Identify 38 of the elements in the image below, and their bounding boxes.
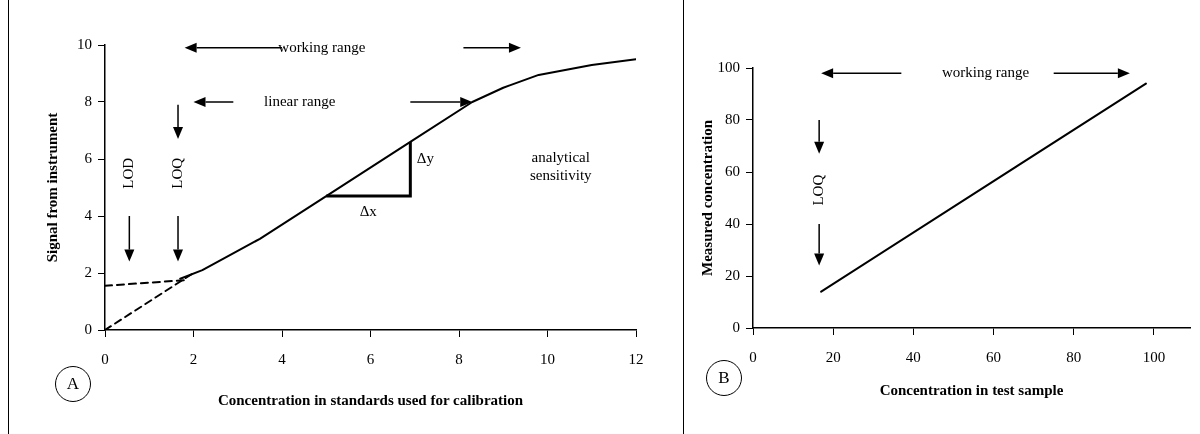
annotation: Δx: [359, 202, 378, 219]
annotation: LOQ: [168, 157, 185, 189]
x-tick-label: 60: [986, 348, 1002, 365]
x-tick-label: 8: [455, 350, 463, 367]
x-tick-label: 10: [540, 350, 555, 367]
y-tick-label: 4: [84, 206, 93, 223]
y-axis-title: Signal from instrument: [43, 112, 60, 263]
x-tick-label: 6: [366, 350, 375, 367]
y-tick-label: 0: [732, 318, 740, 335]
annotation: working range: [942, 64, 1030, 81]
y-tick-label: 2: [84, 263, 92, 280]
x-tick-label: 0: [101, 350, 109, 367]
y-tick-label: 10: [77, 35, 92, 52]
y-tick-label: 0: [84, 320, 92, 337]
x-tick-label: 4: [278, 350, 287, 367]
annotation: analytical sensitivity: [529, 149, 593, 184]
x-tick-label: 0: [749, 348, 757, 365]
y-tick-label: 20: [725, 266, 740, 283]
x-tick-label: 20: [825, 348, 841, 365]
x-tick-label: 12: [628, 350, 644, 367]
y-axis-title: Measured concentration: [698, 119, 715, 276]
x-tick-label: 100: [1142, 348, 1166, 365]
annotation: LOD: [120, 157, 137, 189]
y-tick-label: 6: [84, 149, 93, 166]
x-axis-title: Concentration in standards used for calibration: [217, 391, 524, 408]
annotation: LOQ: [810, 174, 827, 206]
annotation: working range: [278, 38, 366, 55]
x-tick-label: 2: [189, 350, 198, 367]
y-tick-label: 40: [725, 214, 740, 231]
x-tick-label: 40: [905, 348, 921, 365]
y-tick-label: 100: [717, 58, 740, 75]
annotation: Δy: [416, 149, 435, 166]
y-tick-label: 8: [84, 92, 92, 109]
y-tick-label: 80: [725, 110, 740, 127]
y-tick-label: 60: [725, 162, 740, 179]
x-tick-label: 80: [1066, 348, 1082, 365]
x-axis-title: Concentration in test sample: [879, 381, 1064, 398]
annotation: linear range: [264, 92, 336, 109]
